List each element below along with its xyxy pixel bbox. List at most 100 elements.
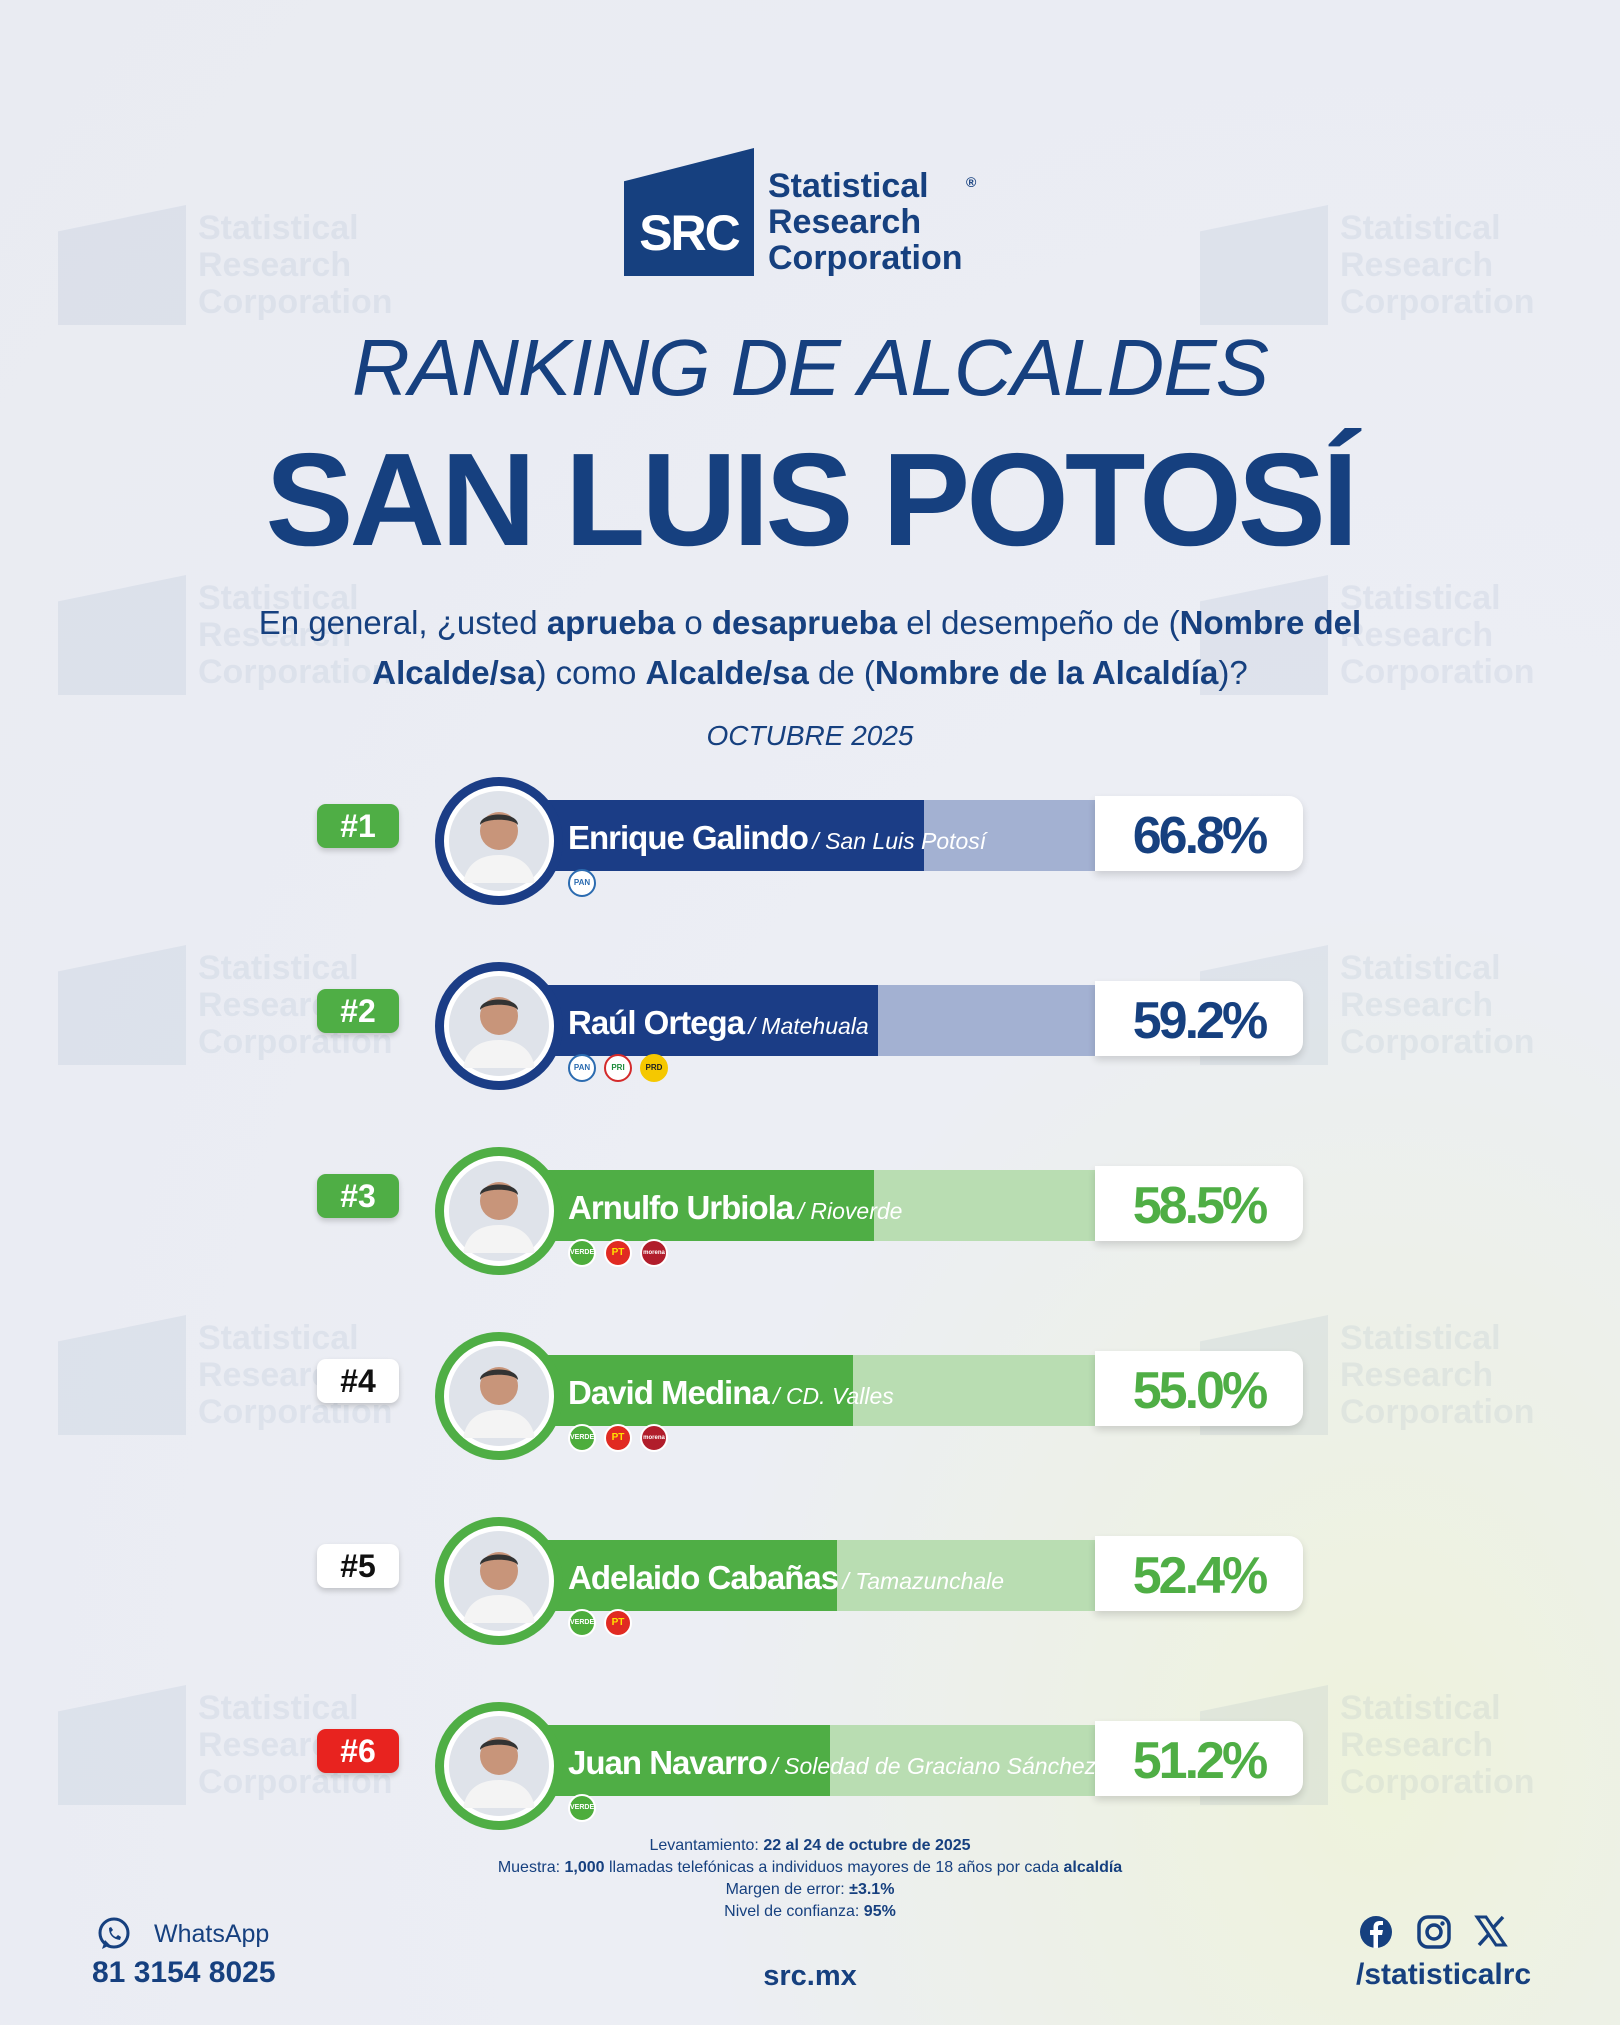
party-logos: PAN PRI PRD <box>568 1054 676 1082</box>
q-text-6: )? <box>1218 654 1248 691</box>
social-handle[interactable]: /statisticalrc <box>1356 1958 1532 1991</box>
bar-track <box>520 985 1095 1056</box>
method-value: ±3.1% <box>849 1881 895 1898</box>
phone-number[interactable]: 81 3154 8025 <box>92 1956 276 1989</box>
method-value: alcaldía <box>1063 1859 1123 1876</box>
value-label: 55.0% <box>1132 1362 1268 1420</box>
candidate-city: / Tamazunchale <box>842 1568 1005 1594</box>
watermark-mark <box>1200 205 1328 325</box>
value-box: 55.0% <box>1095 1351 1303 1426</box>
party-prd-icon: PRD <box>640 1054 668 1082</box>
logo-wordmark: Statistical Research Corporation ® <box>768 167 976 276</box>
watermark-mark <box>58 575 186 695</box>
whatsapp-label: WhatsApp <box>154 1919 270 1948</box>
q-bold-2: desaprueba <box>711 604 898 641</box>
q-bold-5: Nombre de la Alcaldía <box>874 654 1219 691</box>
q-bold-1: aprueba <box>546 604 676 641</box>
bar-value <box>520 1355 853 1426</box>
candidate-city: / Matehuala <box>748 1013 869 1039</box>
value-label: 52.4% <box>1132 1547 1268 1605</box>
logo-line-2: Research <box>768 203 922 241</box>
q-bold-3: Nombre del Alcalde/sa <box>372 604 1362 691</box>
person-icon <box>449 1346 549 1446</box>
method-value: 1,000 <box>564 1859 605 1876</box>
bar-track <box>520 800 1095 871</box>
candidate-name: David Medina <box>568 1374 770 1411</box>
rank-badge: #2 <box>317 989 399 1033</box>
watermark-logo: Statistical Research Corporation <box>58 205 393 325</box>
x-icon[interactable] <box>1474 1914 1508 1948</box>
social-icons <box>1358 1914 1530 1950</box>
method-value: 22 al 24 de octubre de 2025 <box>763 1837 971 1854</box>
rank-badge: #3 <box>317 1174 399 1218</box>
candidate-avatar <box>435 1147 563 1275</box>
candidate-label: Enrique Galindo / San Luis Potosí <box>568 819 986 857</box>
value-label: 59.2% <box>1132 992 1268 1050</box>
survey-question: En general, ¿usted aprueba o desaprueba … <box>180 598 1440 698</box>
method-line-1: Levantamiento: 22 al 24 de octubre de 20… <box>0 1835 1620 1857</box>
watermark-line: Research <box>198 245 352 284</box>
ranking-row: #1 66.8% Enrique Galindo / San Luis Potosí… <box>0 765 1620 905</box>
watermark-logo: Statistical Research Corporation <box>1200 205 1535 325</box>
ranking-row: #3 58.5% Arnulfo Urbiola / Rioverde VERDE PT… <box>0 1135 1620 1275</box>
rank-badge: #6 <box>317 1729 399 1773</box>
ranking-row: #6 51.2% Juan Navarro / Soledad de Gracian… <box>0 1690 1620 1830</box>
bar-value <box>520 1170 874 1241</box>
party-logos: VERDE <box>568 1794 604 1822</box>
bar-value <box>520 800 925 871</box>
bar-track <box>520 1540 1095 1611</box>
website-link[interactable]: src.mx <box>763 1960 857 1992</box>
party-pt-icon: PT <box>604 1239 632 1267</box>
value-label: 51.2% <box>1132 1732 1268 1790</box>
q-text-2: o <box>675 604 712 641</box>
candidate-label: Juan Navarro / Soledad de Graciano Sánch… <box>568 1744 1096 1782</box>
logo-line-1: Statistical <box>768 167 929 205</box>
logo-mark-text: SRC <box>639 205 741 261</box>
candidate-avatar <box>435 1517 563 1645</box>
method-label: Nivel de confianza: <box>724 1903 864 1920</box>
person-icon <box>449 1531 549 1631</box>
ranking-row: #2 59.2% Raúl Ortega / Matehuala PAN PRI PRD <box>0 950 1620 1090</box>
bar-track <box>520 1170 1095 1241</box>
method-value: 95% <box>863 1903 896 1920</box>
candidate-name: Arnulfo Urbiola <box>568 1189 794 1226</box>
party-logos: PAN <box>568 869 604 897</box>
watermark-text: Statistical Research Corporation <box>198 208 393 321</box>
logo-mark: SRC <box>624 148 754 276</box>
candidate-city: / Rioverde <box>797 1198 903 1224</box>
party-verde-icon: VERDE <box>568 1424 596 1452</box>
party-morena-icon: morena <box>640 1424 668 1452</box>
party-logos: VERDE PT <box>568 1609 640 1637</box>
method-label: Margen de error: <box>725 1881 850 1898</box>
registered-mark: ® <box>966 174 977 190</box>
watermark-line: Corporation <box>198 282 393 321</box>
candidate-label: Adelaido Cabañas / Tamazunchale <box>568 1559 1004 1597</box>
whatsapp-contact[interactable]: WhatsApp <box>96 1916 269 1952</box>
candidate-name: Juan Navarro <box>568 1744 768 1781</box>
q-text-4: ) como <box>535 654 646 691</box>
party-logos: VERDE PT morena <box>568 1424 676 1452</box>
person-icon <box>449 791 549 891</box>
instagram-icon[interactable] <box>1416 1914 1452 1950</box>
src-logo: SRC Statistical Research Corporation ® <box>624 148 976 276</box>
method-line-2: Muestra: 1,000 llamadas telefónicas a in… <box>0 1857 1620 1879</box>
party-pan-icon: PAN <box>568 1054 596 1082</box>
facebook-icon[interactable] <box>1358 1914 1394 1950</box>
candidate-city: / San Luis Potosí <box>812 828 987 854</box>
candidate-name: Raúl Ortega <box>568 1004 745 1041</box>
page-title: RANKING DE ALCALDES <box>351 323 1269 412</box>
bar-value <box>520 1540 838 1611</box>
party-verde-icon: VERDE <box>568 1794 596 1822</box>
value-box: 52.4% <box>1095 1536 1303 1611</box>
watermark-line: Statistical <box>198 208 359 247</box>
value-label: 66.8% <box>1132 807 1268 865</box>
watermark-text: Statistical Research Corporation <box>1340 209 1535 321</box>
party-verde-icon: VERDE <box>568 1609 596 1637</box>
party-pt-icon: PT <box>604 1424 632 1452</box>
candidate-name: Adelaido Cabañas <box>568 1559 839 1596</box>
method-line-4: Nivel de confianza: 95% <box>0 1901 1620 1923</box>
party-verde-icon: VERDE <box>568 1239 596 1267</box>
candidate-label: David Medina / CD. Valles <box>568 1374 894 1412</box>
survey-date: OCTUBRE 2025 <box>706 720 914 751</box>
method-label: Levantamiento: <box>649 1837 764 1854</box>
